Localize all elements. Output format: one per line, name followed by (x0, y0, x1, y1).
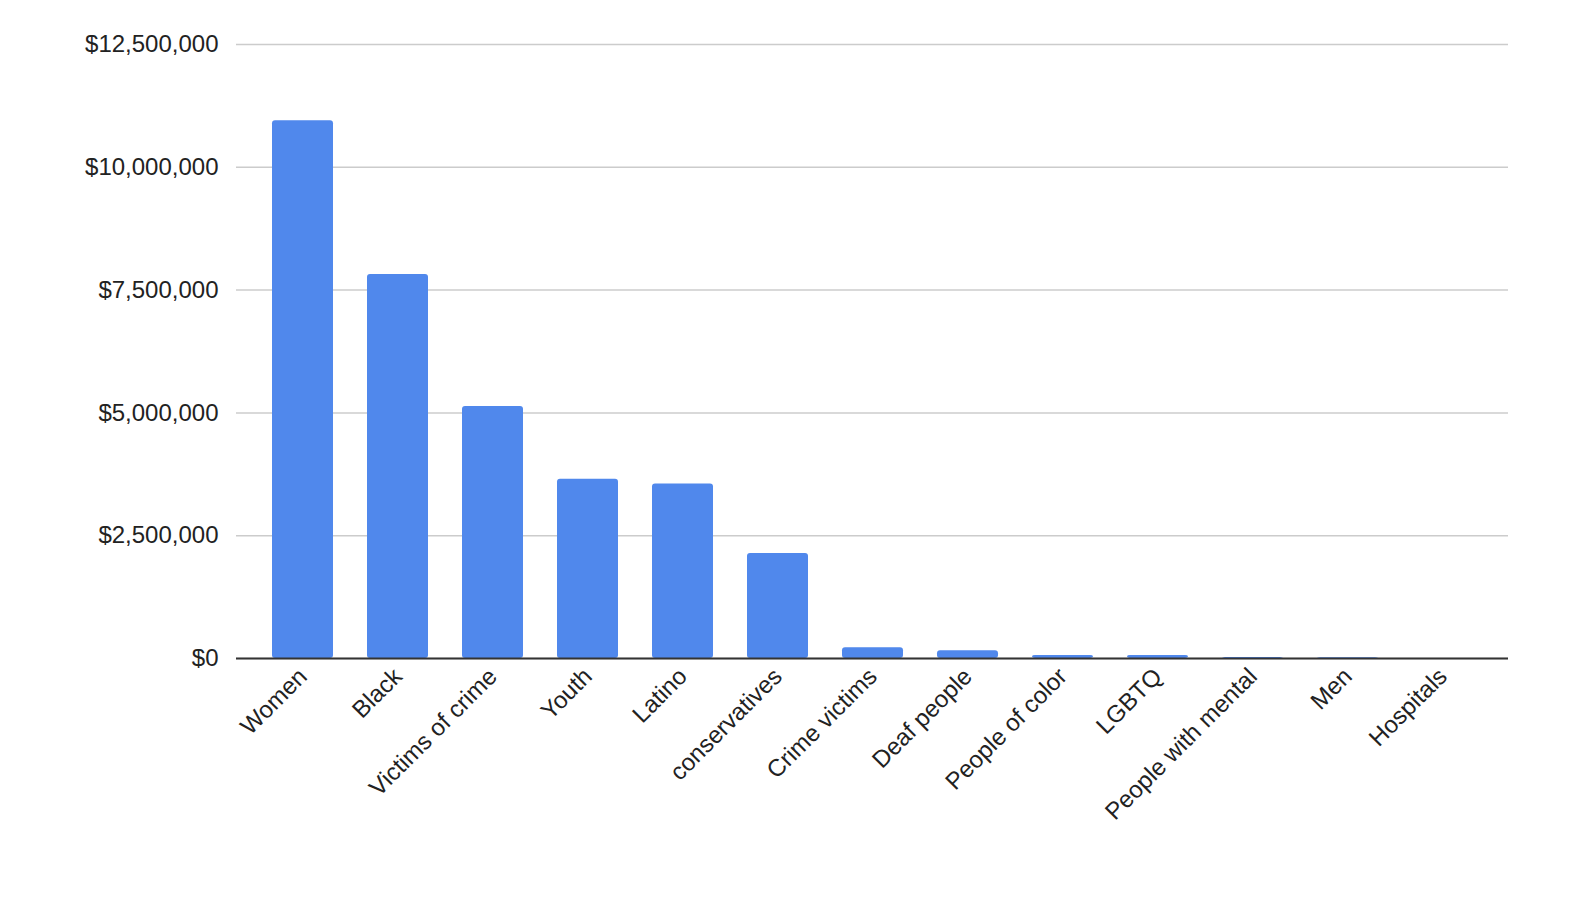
svg-text:Men: Men (1305, 662, 1357, 714)
svg-text:Crime victims: Crime victims (761, 662, 882, 783)
svg-text:Youth: Youth (535, 662, 597, 724)
svg-text:Deaf people: Deaf people (866, 662, 977, 773)
svg-text:People with mental: People with mental (1099, 662, 1261, 824)
svg-text:Hospitals: Hospitals (1363, 662, 1452, 751)
svg-text:$0: $0 (192, 644, 219, 671)
svg-text:Black: Black (346, 662, 407, 723)
svg-text:People of color: People of color (940, 662, 1072, 794)
svg-text:Women: Women (235, 662, 312, 739)
svg-text:$2,500,000: $2,500,000 (98, 521, 218, 548)
svg-text:$12,500,000: $12,500,000 (85, 30, 218, 57)
svg-text:$10,000,000: $10,000,000 (85, 153, 218, 180)
svg-text:$5,000,000: $5,000,000 (98, 399, 218, 426)
svg-text:Latino: Latino (627, 662, 692, 727)
svg-text:conservatives: conservatives (664, 662, 787, 786)
svg-text:Victims of crime: Victims of crime (363, 662, 502, 801)
svg-text:LGBTQ: LGBTQ (1090, 662, 1167, 739)
svg-text:$7,500,000: $7,500,000 (98, 276, 218, 303)
